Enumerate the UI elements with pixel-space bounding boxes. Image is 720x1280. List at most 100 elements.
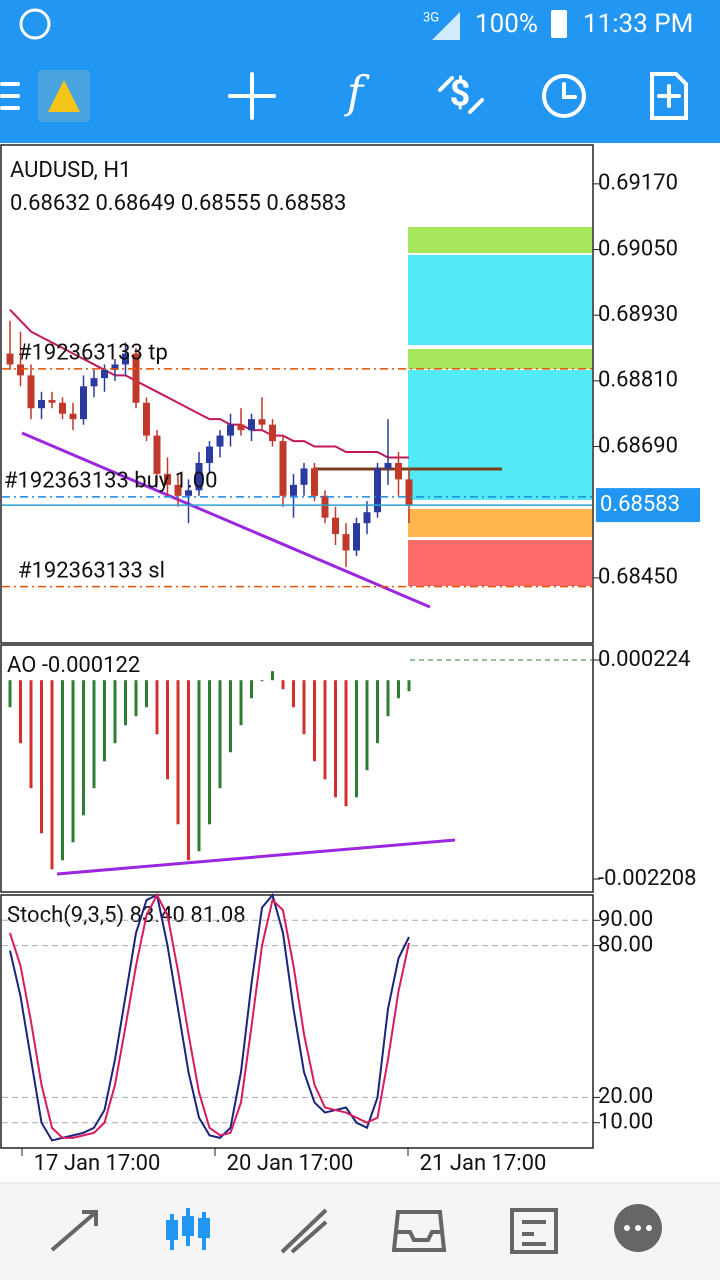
candle-body [48,400,56,403]
candle-body [374,468,381,513]
candle-body [206,446,213,463]
y-tick-label: 10.00 [598,1110,653,1135]
candle-body [384,462,392,469]
trade-tab[interactable] [280,1208,328,1254]
order-label: #192363133 sl [18,558,165,583]
timeframe-button[interactable] [542,74,586,118]
ao-bar [197,680,201,852]
time-label: 17 Jan 17:00 [34,1151,161,1176]
candle-body [332,517,339,535]
news-tab[interactable] [510,1208,558,1254]
candle-body [248,419,255,431]
ao-bar [145,680,148,708]
candle-body [153,435,161,474]
candle-body [59,402,66,414]
candle-body [38,400,45,409]
ao-bar [281,680,285,690]
candle-body [300,468,308,485]
candle-body [395,462,402,480]
ao-bar [8,680,12,708]
zone [408,227,592,253]
trade-button[interactable]: $ [438,73,484,115]
ao-bar [134,680,138,717]
ao-bar [40,680,43,834]
y-tick-label: 0.68930 [598,302,678,327]
ao-bar [103,680,106,762]
candle-body [237,424,245,431]
ao-bar [386,680,390,717]
ao-bar [229,680,232,753]
new-order-button[interactable] [650,72,688,120]
candle-body [101,369,108,379]
candle-body [363,512,371,524]
clock: 11:33 PM [583,9,693,39]
ao-bar [271,671,274,681]
candle-body [353,523,360,551]
ao-bar [82,680,85,816]
ao-bar [239,680,243,726]
ao-bar [313,680,316,762]
ao-title: AO -0.000122 [7,653,140,678]
ao-bar [92,680,96,789]
candle-body [195,462,203,491]
candle-body [311,468,318,496]
candle-body [405,479,413,506]
ao-bar [50,680,54,870]
battery-level: 100% [475,9,538,39]
ao-bar [71,680,75,843]
order-label: #192363133 buy 1.00 [4,469,218,494]
chart-tab[interactable] [166,1208,210,1250]
trendline [56,838,456,876]
candle-body [27,375,35,409]
zone [408,255,592,345]
moving-average [9,309,409,459]
ao-bar [365,680,369,771]
app-bar [0,0,720,143]
ao-bar [344,680,348,807]
candle-body [321,495,329,518]
symbol-title: AUDUSD, H1 [10,158,131,183]
ao-bar [397,680,400,699]
ao-bar [250,680,253,699]
ao-bar [208,680,211,825]
candle-body [227,424,234,436]
ao-bar [260,680,264,682]
history-tab[interactable] [391,1210,447,1252]
zone [408,349,592,369]
order-label: #192363133 tp [18,341,168,366]
y-tick-label: 0.69170 [598,171,678,196]
candle-body [143,402,150,436]
zone [408,540,592,586]
ao-bar [376,680,379,744]
ao-bar [155,680,159,735]
candle-body [69,413,77,420]
candle-body [185,490,192,496]
menu-button[interactable] [0,82,20,110]
zone [408,509,592,537]
ao-bar [302,680,306,735]
candle-body [6,353,14,365]
battery-icon [551,10,567,38]
quotes-tab[interactable] [50,1210,98,1252]
app-logo-mark [48,80,80,112]
candle-body [80,386,87,420]
candle-body [258,419,266,425]
dollar-icon: $ [450,73,471,115]
ohlc-values: 0.68632 0.68649 0.68555 0.68583 [10,191,346,216]
candle-body [132,353,140,403]
last-price-label: 0.68583 [600,492,680,517]
y-tick-label: 0.68690 [598,433,678,458]
ao-bar [176,680,180,825]
last-price-box [596,488,700,523]
whatsapp-icon [19,8,51,40]
candle-body [290,484,297,496]
ao-bar [323,680,327,780]
trendline [21,431,431,609]
crosshair-button[interactable] [228,72,276,120]
ao-bar [29,680,33,789]
chat-tab[interactable] [614,1204,662,1252]
y-tick-label: 0.69050 [598,236,678,261]
candle-body [174,484,182,496]
ao-bar [124,680,127,726]
